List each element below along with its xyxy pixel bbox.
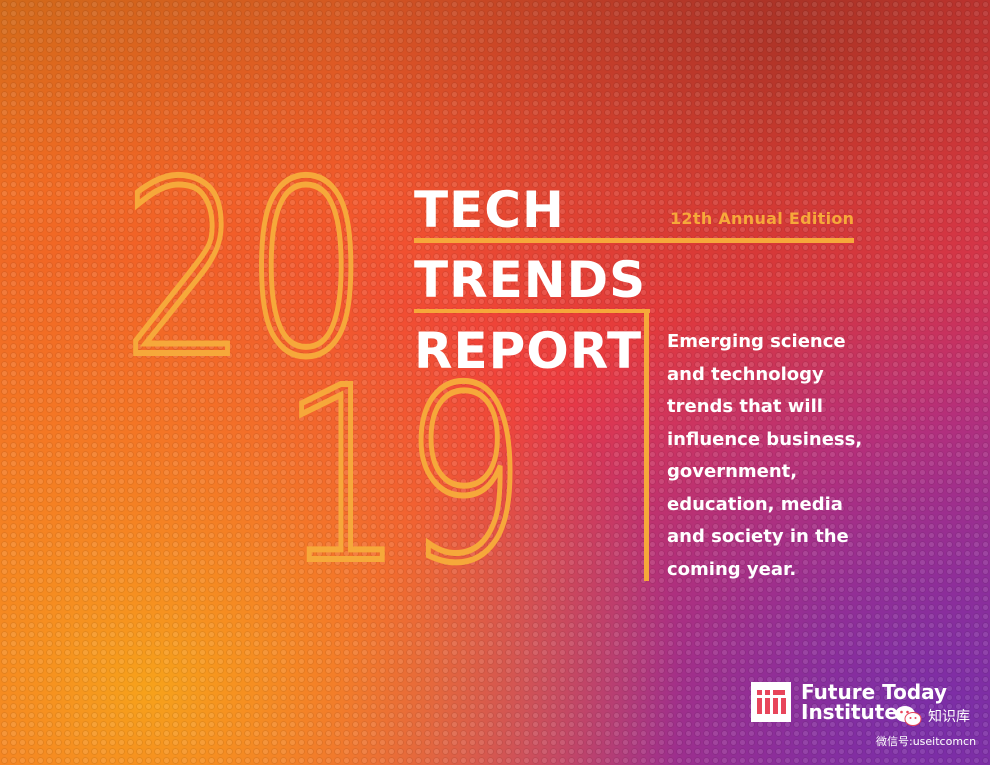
year-bottom-digits: 19 (278, 336, 530, 616)
publisher-name: Future Today Institute (801, 682, 947, 722)
tagline-line: trends that will (667, 396, 823, 417)
publisher-name-line2: Institute (801, 700, 898, 724)
wechat-icon (895, 706, 922, 726)
edition-label: 12th Annual Edition (670, 209, 855, 228)
watermark-account: 微信号:useitcomcn (876, 735, 977, 748)
title-rule-top (414, 238, 854, 243)
year-top-digits: 20 (120, 130, 372, 410)
title-line-trends: TRENDS (414, 251, 647, 309)
tagline: Emerging science and technology trends t… (667, 326, 877, 586)
tagline-line: government, (667, 461, 798, 482)
fti-logo-icon (751, 682, 791, 722)
tagline-line: coming year. (667, 558, 797, 580)
title-rule-middle (414, 309, 650, 313)
publisher-logo: Future Today Institute (751, 682, 947, 722)
tagline-line: influence business, (667, 428, 863, 450)
watermark-label: 知识库 (928, 709, 970, 725)
tagline-line: education, media (667, 493, 843, 515)
title-line-report: REPORT (414, 322, 643, 380)
tagline-line: and society in the (667, 526, 849, 547)
tagline-line: Emerging science (667, 331, 846, 352)
watermark: 知识库 (894, 705, 970, 727)
tagline-divider (644, 309, 649, 581)
tagline-line: and technology (667, 363, 824, 385)
title-line-tech: TECH (414, 181, 565, 239)
publisher-name-line1: Future Today (801, 680, 948, 704)
